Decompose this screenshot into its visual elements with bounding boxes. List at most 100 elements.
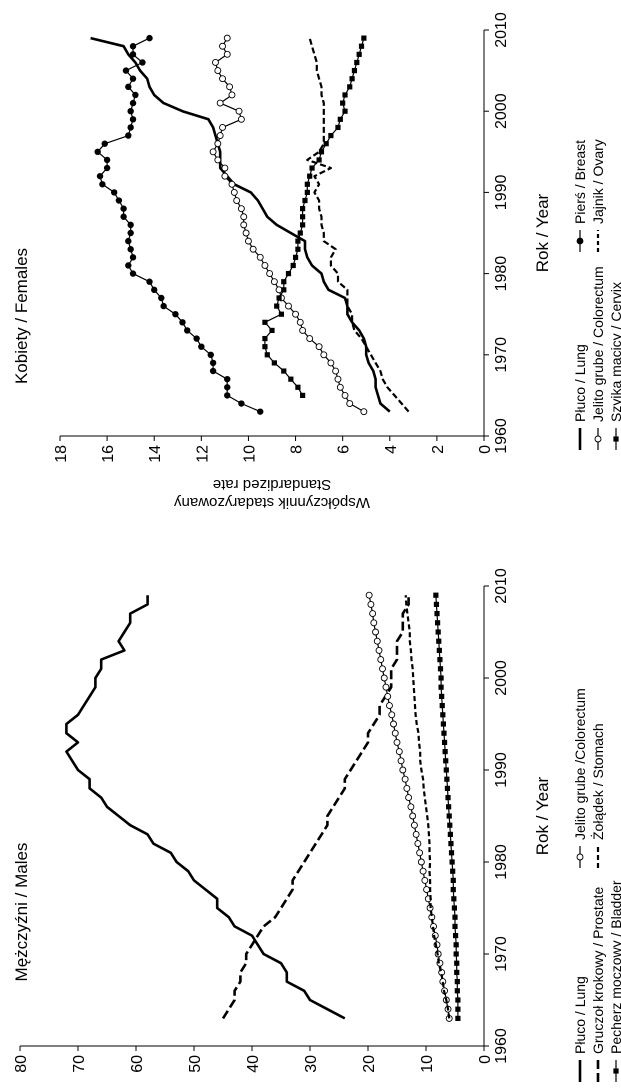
data-point (440, 721, 446, 727)
value-tick-label: 40 (245, 1055, 262, 1073)
legend-swatch-marker (576, 853, 584, 861)
data-point (304, 181, 310, 187)
data-point (315, 343, 323, 351)
data-point (349, 76, 355, 82)
series-line (306, 37, 410, 413)
legend-label: Szyjka macicy / Cervix (608, 282, 621, 422)
legend-swatch-marker (576, 237, 584, 245)
legend-label: Płuco / Lung (572, 344, 588, 422)
data-point (316, 157, 322, 163)
data-point (120, 213, 127, 220)
data-point (450, 868, 456, 874)
y-axis-title-line2: Standardized rate (213, 476, 331, 493)
data-point (450, 877, 456, 883)
year-tick-label: 1980 (493, 844, 510, 880)
legend-entry: Płuco / Lung (572, 976, 588, 1082)
year-tick-label: 1990 (493, 175, 510, 211)
data-point (179, 319, 186, 326)
data-point (256, 253, 264, 261)
data-point (384, 692, 392, 700)
data-point (264, 352, 270, 358)
data-point (399, 766, 407, 774)
data-point (115, 197, 123, 204)
data-point (450, 887, 456, 893)
data-point (447, 831, 453, 837)
data-point (447, 822, 453, 828)
series-line (404, 595, 451, 1019)
data-point (300, 214, 306, 220)
data-point (437, 666, 444, 672)
data-point (436, 647, 442, 653)
data-point (393, 738, 401, 746)
data-point (151, 286, 158, 294)
data-point (299, 326, 307, 334)
data-point (455, 997, 461, 1003)
data-point (209, 148, 217, 156)
data-point (94, 148, 101, 155)
legend-males: Płuco / Lung Gruczoł krokowy / Prostate Pę… (572, 688, 621, 1082)
data-point (300, 392, 306, 398)
data-point (417, 858, 425, 866)
data-point (96, 172, 104, 180)
data-point (101, 140, 108, 147)
data-point (292, 310, 300, 318)
data-point (129, 75, 137, 82)
data-point (235, 107, 243, 115)
data-point (318, 149, 325, 155)
data-point (436, 638, 442, 644)
legend-label: Żołądek / Stomach (589, 723, 606, 840)
data-point (443, 758, 449, 764)
data-point (300, 206, 306, 212)
legend-swatch-marker (594, 435, 602, 443)
data-point (212, 59, 219, 66)
data-point (369, 610, 377, 618)
data-point (209, 359, 217, 367)
data-point (127, 221, 134, 229)
data-point (262, 335, 268, 342)
data-point (99, 181, 106, 188)
data-point (158, 294, 165, 302)
data-point (373, 637, 381, 645)
data-point (302, 197, 308, 204)
legend-label: Jelito grube /Colorectum (572, 688, 588, 840)
data-point (224, 384, 231, 391)
value-tick-label: 2 (430, 445, 447, 454)
data-point (453, 951, 459, 957)
legend-entry: Żołądek / Stomach (589, 723, 606, 868)
x-axis-title: Rok / Year (533, 193, 552, 272)
data-point (446, 804, 452, 810)
value-tick-label: 10 (241, 445, 258, 463)
year-tick-label: 2010 (493, 12, 510, 48)
data-point (449, 859, 455, 865)
value-tick-label: 0 (477, 1055, 494, 1064)
year-tick-label: 1960 (493, 418, 510, 454)
data-point (288, 376, 294, 382)
data-point (327, 359, 335, 367)
data-point (390, 720, 397, 728)
data-point (360, 408, 368, 416)
data-point (295, 238, 301, 244)
data-point (219, 123, 226, 131)
data-point (403, 784, 411, 792)
data-point (444, 785, 451, 791)
data-point (347, 84, 353, 90)
value-tick-label: 70 (71, 1055, 88, 1073)
data-point (361, 35, 367, 41)
data-point (370, 619, 378, 627)
data-point (129, 43, 137, 50)
data-point (407, 803, 415, 811)
data-point (223, 50, 231, 58)
data-point (249, 245, 257, 253)
value-tick-label: 14 (147, 445, 164, 463)
value-tick-label: 50 (187, 1055, 204, 1073)
data-point (226, 83, 234, 91)
series-females-4 (262, 35, 367, 398)
legend-label: Gruczoł krokowy / Prostate (590, 887, 606, 1054)
data-point (122, 67, 130, 74)
data-point (290, 262, 296, 269)
data-point (240, 221, 248, 229)
data-point (448, 841, 454, 847)
data-point (198, 343, 205, 350)
